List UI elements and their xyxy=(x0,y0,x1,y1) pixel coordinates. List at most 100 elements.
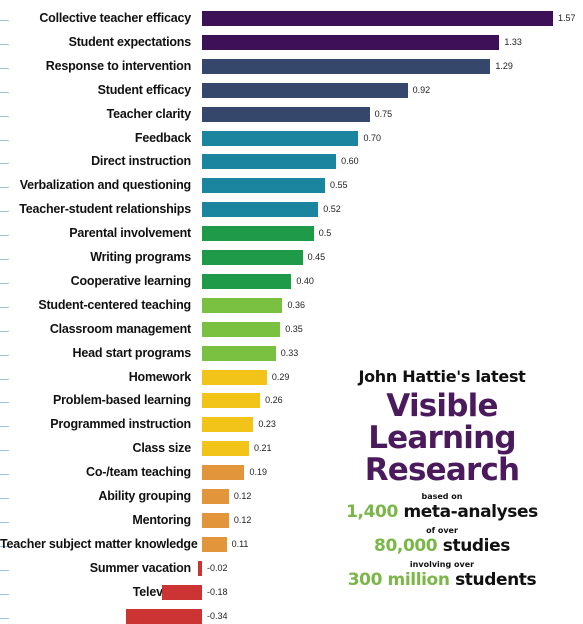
value-label: 0.19 xyxy=(249,467,267,478)
category-label: Head start programs xyxy=(72,345,192,360)
margin-dash xyxy=(0,402,9,404)
value-label: 0.75 xyxy=(374,108,393,119)
category-label: Student efficacy xyxy=(97,82,192,97)
margin-dash xyxy=(0,306,9,308)
bar xyxy=(202,202,319,218)
bar xyxy=(202,34,500,50)
category-label: Co-/team teaching xyxy=(86,465,191,480)
bar xyxy=(202,11,553,26)
bar xyxy=(202,345,276,361)
bar xyxy=(202,106,370,122)
margin-dash xyxy=(0,545,9,547)
category-label: Response to intervention xyxy=(45,58,191,73)
value-label: -0.02 xyxy=(207,562,228,573)
value-label: 0.21 xyxy=(253,443,272,454)
value-label: 0.92 xyxy=(412,84,431,95)
value-label: 0.40 xyxy=(296,275,314,286)
promo-subtitle: John Hattie's latest xyxy=(358,367,526,386)
category-label: Summer vacation xyxy=(89,560,191,575)
category-label: Direct instruction xyxy=(91,154,191,169)
category-label: Writing programs xyxy=(90,250,191,264)
margin-dash xyxy=(0,139,9,141)
margin-dash xyxy=(0,593,9,595)
margin-dash xyxy=(0,474,9,476)
meta-analyses-text: meta-analyses xyxy=(403,502,538,522)
bar xyxy=(202,321,281,337)
value-label: -0.18 xyxy=(207,586,228,597)
bar xyxy=(161,584,202,600)
value-label: 0.33 xyxy=(280,347,299,358)
category-label: Parental involvement xyxy=(69,226,191,241)
promo-title-line1: Visible Learning xyxy=(368,388,516,456)
margin-dash xyxy=(0,450,9,452)
value-label: 0.12 xyxy=(233,514,252,525)
margin-dash xyxy=(0,498,9,499)
value-label: 0.11 xyxy=(231,538,249,549)
category-label: Feedback xyxy=(134,130,191,145)
students-text: students xyxy=(455,570,537,590)
margin-dash xyxy=(0,163,9,165)
margin-dash xyxy=(0,282,9,284)
promo-students: 300 million students xyxy=(322,570,562,591)
margin-dash xyxy=(0,211,9,213)
value-label: 0.12 xyxy=(233,491,252,501)
value-label: 1.57 xyxy=(558,13,576,23)
value-label: 0.52 xyxy=(323,204,341,215)
value-label: 0.45 xyxy=(307,252,326,262)
category-label: Student expectations xyxy=(68,34,192,49)
value-label: 0.35 xyxy=(285,323,303,334)
studies-count: 80,000 xyxy=(374,536,438,556)
category-label: Cooperative learning xyxy=(70,273,192,288)
margin-dash xyxy=(0,187,9,189)
margin-dash xyxy=(0,426,9,428)
value-label: 0.55 xyxy=(329,180,348,191)
value-label: 0.36 xyxy=(287,299,305,310)
bar xyxy=(202,250,303,265)
bar xyxy=(202,512,229,528)
bar xyxy=(202,273,292,289)
margin-dash xyxy=(0,330,9,332)
value-label: 0.29 xyxy=(271,371,290,382)
margin-dash xyxy=(0,67,9,69)
category-label: Teacher clarity xyxy=(106,106,192,121)
promo-title-line2: Research xyxy=(364,452,520,488)
value-label: 1.33 xyxy=(504,36,522,47)
category-label: Class size xyxy=(132,441,192,456)
category-label: Collective teacher efficacy xyxy=(39,11,191,25)
category-label: Classroom management xyxy=(49,321,191,336)
bar xyxy=(202,465,245,481)
students-count: 300 million xyxy=(347,570,450,590)
value-label: 0.5 xyxy=(318,228,332,239)
bar xyxy=(202,130,359,146)
category-label: Teacher-student relationships xyxy=(19,202,191,217)
promo-involving-over: involving over xyxy=(409,560,475,569)
margin-dash xyxy=(0,115,9,117)
meta-analyses-count: 1,400 xyxy=(346,502,398,522)
promo-meta-analyses: 1,400 meta-analyses xyxy=(322,502,562,523)
bar xyxy=(202,178,325,194)
bar xyxy=(202,489,229,504)
margin-dash xyxy=(0,354,9,356)
bar xyxy=(202,82,408,98)
category-label: Homework xyxy=(128,369,192,384)
bar xyxy=(202,369,267,385)
margin-dash xyxy=(0,521,9,523)
category-label: Programmed instruction xyxy=(50,417,191,432)
category-label: Problem-based learning xyxy=(53,393,191,408)
category-label: Student-centered teaching xyxy=(38,297,191,312)
margin-dash xyxy=(0,569,9,571)
bar xyxy=(202,441,249,457)
value-label: -0.34 xyxy=(207,610,228,621)
studies-text: studies xyxy=(442,536,511,556)
promo-based-on: based on xyxy=(421,492,463,501)
bar xyxy=(202,226,314,242)
value-label: 0.70 xyxy=(363,132,382,143)
promo-block: John Hattie's latest Visible Learning Re… xyxy=(322,364,562,591)
bar xyxy=(202,154,337,170)
category-label: Ability grouping xyxy=(98,489,191,503)
margin-dash xyxy=(0,91,9,93)
category-label: Mentoring xyxy=(132,512,191,527)
margin-dash xyxy=(0,235,9,237)
